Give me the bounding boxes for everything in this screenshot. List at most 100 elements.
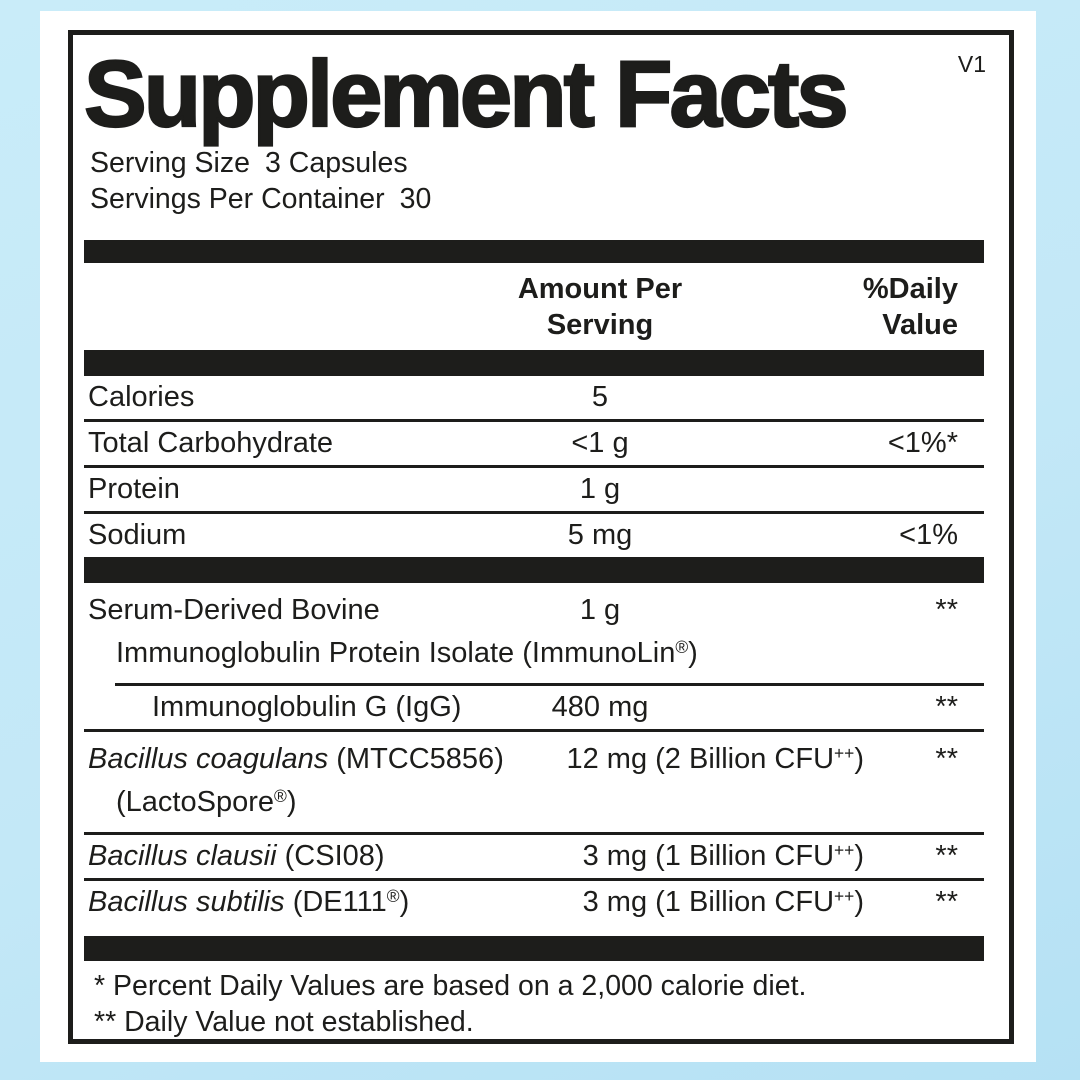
text-fragment: (CSI08) (276, 840, 385, 872)
serving-line: Servings Per Container 30 (84, 181, 984, 217)
serving-line: Serving Size 3 Capsules (84, 145, 984, 181)
supplement-name: Immunoglobulin G (IgG) (84, 686, 984, 729)
supplement-amount: 1 g (580, 589, 620, 632)
text-fragment: 12 mg (2 Billion CFU (566, 743, 835, 775)
supplement-row: Serum-Derived Bovine Immunoglobulin Prote… (84, 589, 984, 683)
text-fragment: Immunoglobulin Protein Isolate (ImmunoLi… (116, 637, 676, 669)
amount-header-line1: Amount Per (517, 273, 683, 305)
text-fragment: Bacillus coagulans (88, 743, 329, 775)
text-fragment: (MTCC5856) (328, 743, 504, 775)
text-fragment: ) (854, 840, 864, 872)
text-fragment: ) (286, 786, 297, 818)
supplement-amount: 3 mg (1 Billion CFU++) (583, 881, 864, 927)
divider-rule-indented (115, 683, 984, 686)
supplement-row: Bacillus subtilis (DE111®) 3 mg (1 Billio… (84, 881, 984, 927)
amount-header-line2: Serving (546, 309, 654, 341)
supplement-name-line: Serum-Derived Bovine (84, 589, 984, 632)
section-bar (84, 350, 984, 376)
nutrient-dv: <1% (899, 519, 958, 551)
serving-label: Servings Per Container (90, 183, 385, 215)
footnote-line: * Percent Daily Values are based on a 2,… (94, 970, 807, 1002)
text-fragment: Immunoglobulin G (IgG) (152, 691, 462, 723)
superscript-text: ® (274, 786, 287, 807)
text-fragment: Bacillus subtilis (88, 886, 285, 918)
serving-value: 3 Capsules (265, 147, 408, 179)
dv-header-line2: Value (882, 309, 958, 341)
column-headers: Amount Per Serving %Daily Value (84, 263, 984, 350)
text-fragment: 1 g (579, 594, 621, 626)
divider-rule (84, 729, 984, 732)
serving-label: Serving Size (90, 147, 250, 179)
title-row: Supplement Facts V1 (83, 41, 986, 146)
version-mark: V1 (957, 51, 986, 77)
supplement-facts-box: Supplement Facts V1 Serving Size 3 Capsul… (68, 30, 1014, 1044)
section-bar (84, 240, 984, 263)
superscript-text: ++ (834, 886, 855, 907)
text-fragment: ) (399, 886, 410, 918)
footnotes: * Percent Daily Values are based on a 2,… (84, 968, 984, 1040)
supplement-name-line: Immunoglobulin G (IgG) (84, 686, 984, 729)
nutrient-name: Protein (88, 473, 180, 505)
footnote-line: ** Daily Value not established. (94, 1006, 474, 1038)
nutrient-section: Calories 5 Total Carbohydrate <1 g <1%* Prote… (84, 376, 984, 557)
supplement-amount: 480 mg (552, 686, 649, 729)
divider-rule (84, 878, 984, 881)
amount-column-header: Amount Per Serving (518, 271, 682, 343)
nutrient-amount: 5 mg (567, 519, 633, 551)
nutrient-row: Sodium 5 mg <1% (84, 514, 984, 557)
text-fragment: Bacillus clausii (88, 840, 277, 872)
supplement-section: Serum-Derived Bovine Immunoglobulin Prote… (84, 589, 984, 927)
text-fragment: (DE111 (284, 886, 387, 918)
text-fragment: 3 mg (1 Billion CFU (582, 886, 835, 918)
text-fragment: Serum-Derived Bovine (88, 594, 380, 626)
divider-rule (84, 832, 984, 835)
supplement-row: Immunoglobulin G (IgG) 480 mg ** (84, 686, 984, 729)
nutrient-name: Sodium (88, 519, 187, 551)
supplement-row: Bacillus clausii (CSI08) 3 mg (1 Billion … (84, 835, 984, 878)
page-title: Supplement Facts (83, 41, 850, 146)
nutrient-amount: <1 g (571, 427, 629, 459)
dv-column-header: %Daily Value (863, 271, 958, 343)
supplement-name-line: (LactoSpore®) (84, 781, 984, 827)
supplement-amount: 3 mg (1 Billion CFU++) (583, 835, 864, 881)
supplement-amount: 12 mg (2 Billion CFU++) (566, 738, 864, 784)
superscript-text: ® (386, 886, 400, 907)
supplement-name-line: Bacillus subtilis (DE111®) (84, 881, 984, 927)
nutrient-name: Total Carbohydrate (88, 427, 334, 459)
supplement-name: Bacillus subtilis (DE111®) (84, 881, 984, 927)
nutrient-amount: 5 (591, 381, 609, 413)
supplement-dv: ** (935, 594, 958, 626)
label-panel: Supplement Facts V1 Serving Size 3 Capsul… (40, 11, 1036, 1062)
section-bar (84, 557, 984, 583)
text-fragment: (LactoSpore (116, 786, 274, 818)
divider-rule (84, 465, 984, 468)
section-bar (84, 936, 984, 961)
supplement-name: Bacillus coagulans (MTCC5856) (LactoSpore… (84, 738, 984, 827)
supplement-name-line: Bacillus coagulans (MTCC5856) (84, 738, 984, 781)
text-fragment: ) (854, 886, 864, 918)
serving-info: Serving Size 3 Capsules Servings Per Conta… (84, 145, 984, 217)
supplement-name-line: Bacillus clausii (CSI08) (84, 835, 984, 878)
supplement-name-line: Immunoglobulin Protein Isolate (ImmunoLi… (84, 632, 984, 678)
divider-rule (84, 419, 984, 422)
supplement-row: Bacillus coagulans (MTCC5856) (LactoSpore… (84, 738, 984, 832)
divider-rule (84, 511, 984, 514)
supplement-dv: ** (935, 886, 958, 918)
nutrient-amount: 1 g (579, 473, 621, 505)
supplement-name: Bacillus clausii (CSI08) (84, 835, 984, 878)
superscript-text: ++ (834, 840, 855, 861)
nutrient-row: Protein 1 g (84, 468, 984, 511)
text-fragment: ) (854, 743, 864, 775)
text-fragment: 480 mg (551, 691, 649, 723)
dv-header-line1: %Daily (862, 273, 958, 305)
text-fragment: 3 mg (1 Billion CFU (582, 840, 835, 872)
nutrient-row: Total Carbohydrate <1 g <1%* (84, 422, 984, 465)
nutrient-dv: <1%* (887, 427, 958, 459)
text-fragment: ) (688, 637, 698, 669)
superscript-text: ++ (834, 743, 855, 764)
superscript-text: ® (675, 637, 689, 658)
serving-value: 30 (399, 183, 432, 215)
supplement-name: Serum-Derived Bovine Immunoglobulin Prote… (84, 589, 984, 678)
supplement-dv: ** (935, 840, 958, 872)
